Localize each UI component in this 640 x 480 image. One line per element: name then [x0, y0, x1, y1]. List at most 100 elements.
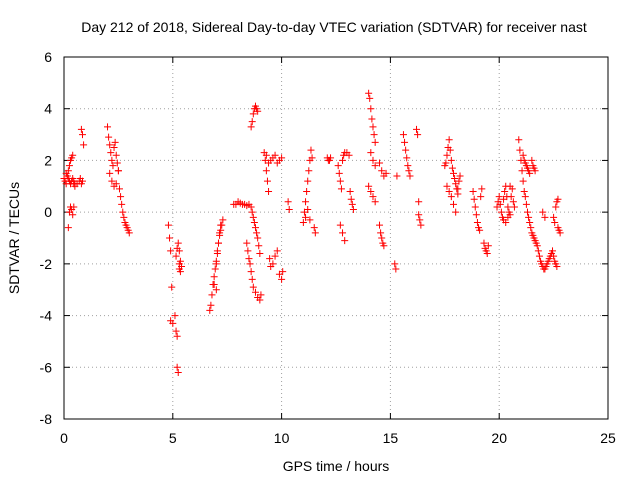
- data-point: [107, 149, 115, 157]
- data-point: [401, 138, 409, 146]
- y-tick-label: -8: [40, 411, 53, 427]
- data-point: [339, 156, 347, 164]
- data-point: [172, 252, 180, 260]
- data-point: [256, 296, 264, 304]
- data-point: [504, 203, 512, 211]
- data-point: [78, 177, 86, 185]
- data-point: [509, 198, 517, 206]
- data-point: [378, 167, 386, 175]
- data-point: [520, 187, 528, 195]
- plot-frame: [63, 56, 609, 420]
- data-point: [473, 218, 481, 226]
- data-point: [339, 229, 347, 237]
- data-point: [510, 203, 518, 211]
- data-point: [371, 138, 379, 146]
- chart-title: Day 212 of 2018, Sidereal Day-to-day VTE…: [81, 19, 587, 35]
- data-point: [110, 144, 118, 151]
- data-points: [60, 89, 564, 376]
- data-point: [168, 283, 176, 291]
- data-point: [403, 154, 411, 162]
- data-point: [367, 105, 375, 113]
- data-point: [367, 187, 375, 195]
- data-point: [305, 167, 313, 175]
- data-point: [455, 177, 463, 185]
- data-point: [112, 180, 120, 188]
- data-point: [171, 312, 179, 320]
- data-point: [302, 213, 310, 221]
- data-point: [456, 172, 464, 180]
- y-axis-label: SDTVAR / TECUs: [6, 182, 22, 294]
- data-point: [518, 167, 526, 175]
- data-point: [531, 167, 539, 175]
- data-point: [114, 167, 122, 175]
- grid-lines: [64, 57, 608, 419]
- data-point: [243, 239, 251, 247]
- y-tick-label: -6: [40, 359, 53, 375]
- data-point: [405, 167, 413, 175]
- data-point: [471, 203, 479, 211]
- data-point: [106, 141, 114, 149]
- data-point: [247, 268, 255, 276]
- data-point: [369, 156, 377, 164]
- data-point: [553, 198, 561, 206]
- data-point: [248, 275, 256, 283]
- data-point: [506, 182, 514, 190]
- data-point: [527, 224, 535, 232]
- data-point: [217, 221, 225, 229]
- data-point: [528, 156, 536, 164]
- data-point: [174, 239, 182, 247]
- data-point: [262, 151, 270, 159]
- data-point: [104, 123, 112, 131]
- data-point: [451, 175, 459, 183]
- data-point: [443, 182, 451, 190]
- data-point: [523, 208, 531, 216]
- data-point: [105, 133, 113, 141]
- data-point: [219, 216, 227, 224]
- x-tick-label: 25: [600, 430, 616, 446]
- data-point: [207, 301, 215, 309]
- data-point: [376, 159, 384, 167]
- data-point: [334, 162, 342, 170]
- data-point: [206, 306, 214, 314]
- data-point: [108, 156, 116, 164]
- data-point: [167, 247, 175, 255]
- x-axis-label: GPS time / hours: [283, 458, 390, 474]
- data-point: [526, 169, 534, 177]
- data-point: [80, 141, 88, 149]
- data-point: [553, 262, 561, 270]
- data-point: [109, 162, 117, 170]
- y-tick-label: -4: [40, 308, 53, 324]
- data-point: [208, 291, 216, 299]
- data-point: [247, 203, 255, 211]
- data-point: [256, 250, 264, 258]
- data-point: [69, 211, 77, 219]
- data-point: [248, 208, 256, 216]
- data-point: [541, 213, 549, 221]
- data-point: [255, 242, 263, 250]
- data-point: [336, 221, 344, 229]
- data-point: [285, 206, 293, 214]
- y-tick-label: 2: [44, 152, 52, 168]
- data-point: [450, 169, 458, 177]
- data-point: [450, 200, 458, 208]
- data-point: [263, 177, 271, 185]
- data-point: [166, 234, 174, 242]
- data-point: [304, 206, 312, 214]
- data-point: [443, 151, 451, 159]
- data-point: [311, 229, 319, 237]
- data-point: [271, 252, 279, 260]
- data-point: [484, 242, 492, 250]
- data-point: [526, 218, 534, 226]
- data-point: [172, 327, 180, 335]
- data-point: [369, 123, 377, 131]
- data-point: [108, 177, 116, 185]
- data-point: [269, 260, 277, 268]
- x-tick-label: 15: [383, 430, 399, 446]
- data-point: [306, 216, 314, 224]
- data-point: [376, 221, 384, 229]
- x-tick-label: 0: [60, 430, 68, 446]
- data-point: [284, 198, 292, 206]
- data-point: [214, 239, 222, 247]
- data-point: [365, 182, 373, 190]
